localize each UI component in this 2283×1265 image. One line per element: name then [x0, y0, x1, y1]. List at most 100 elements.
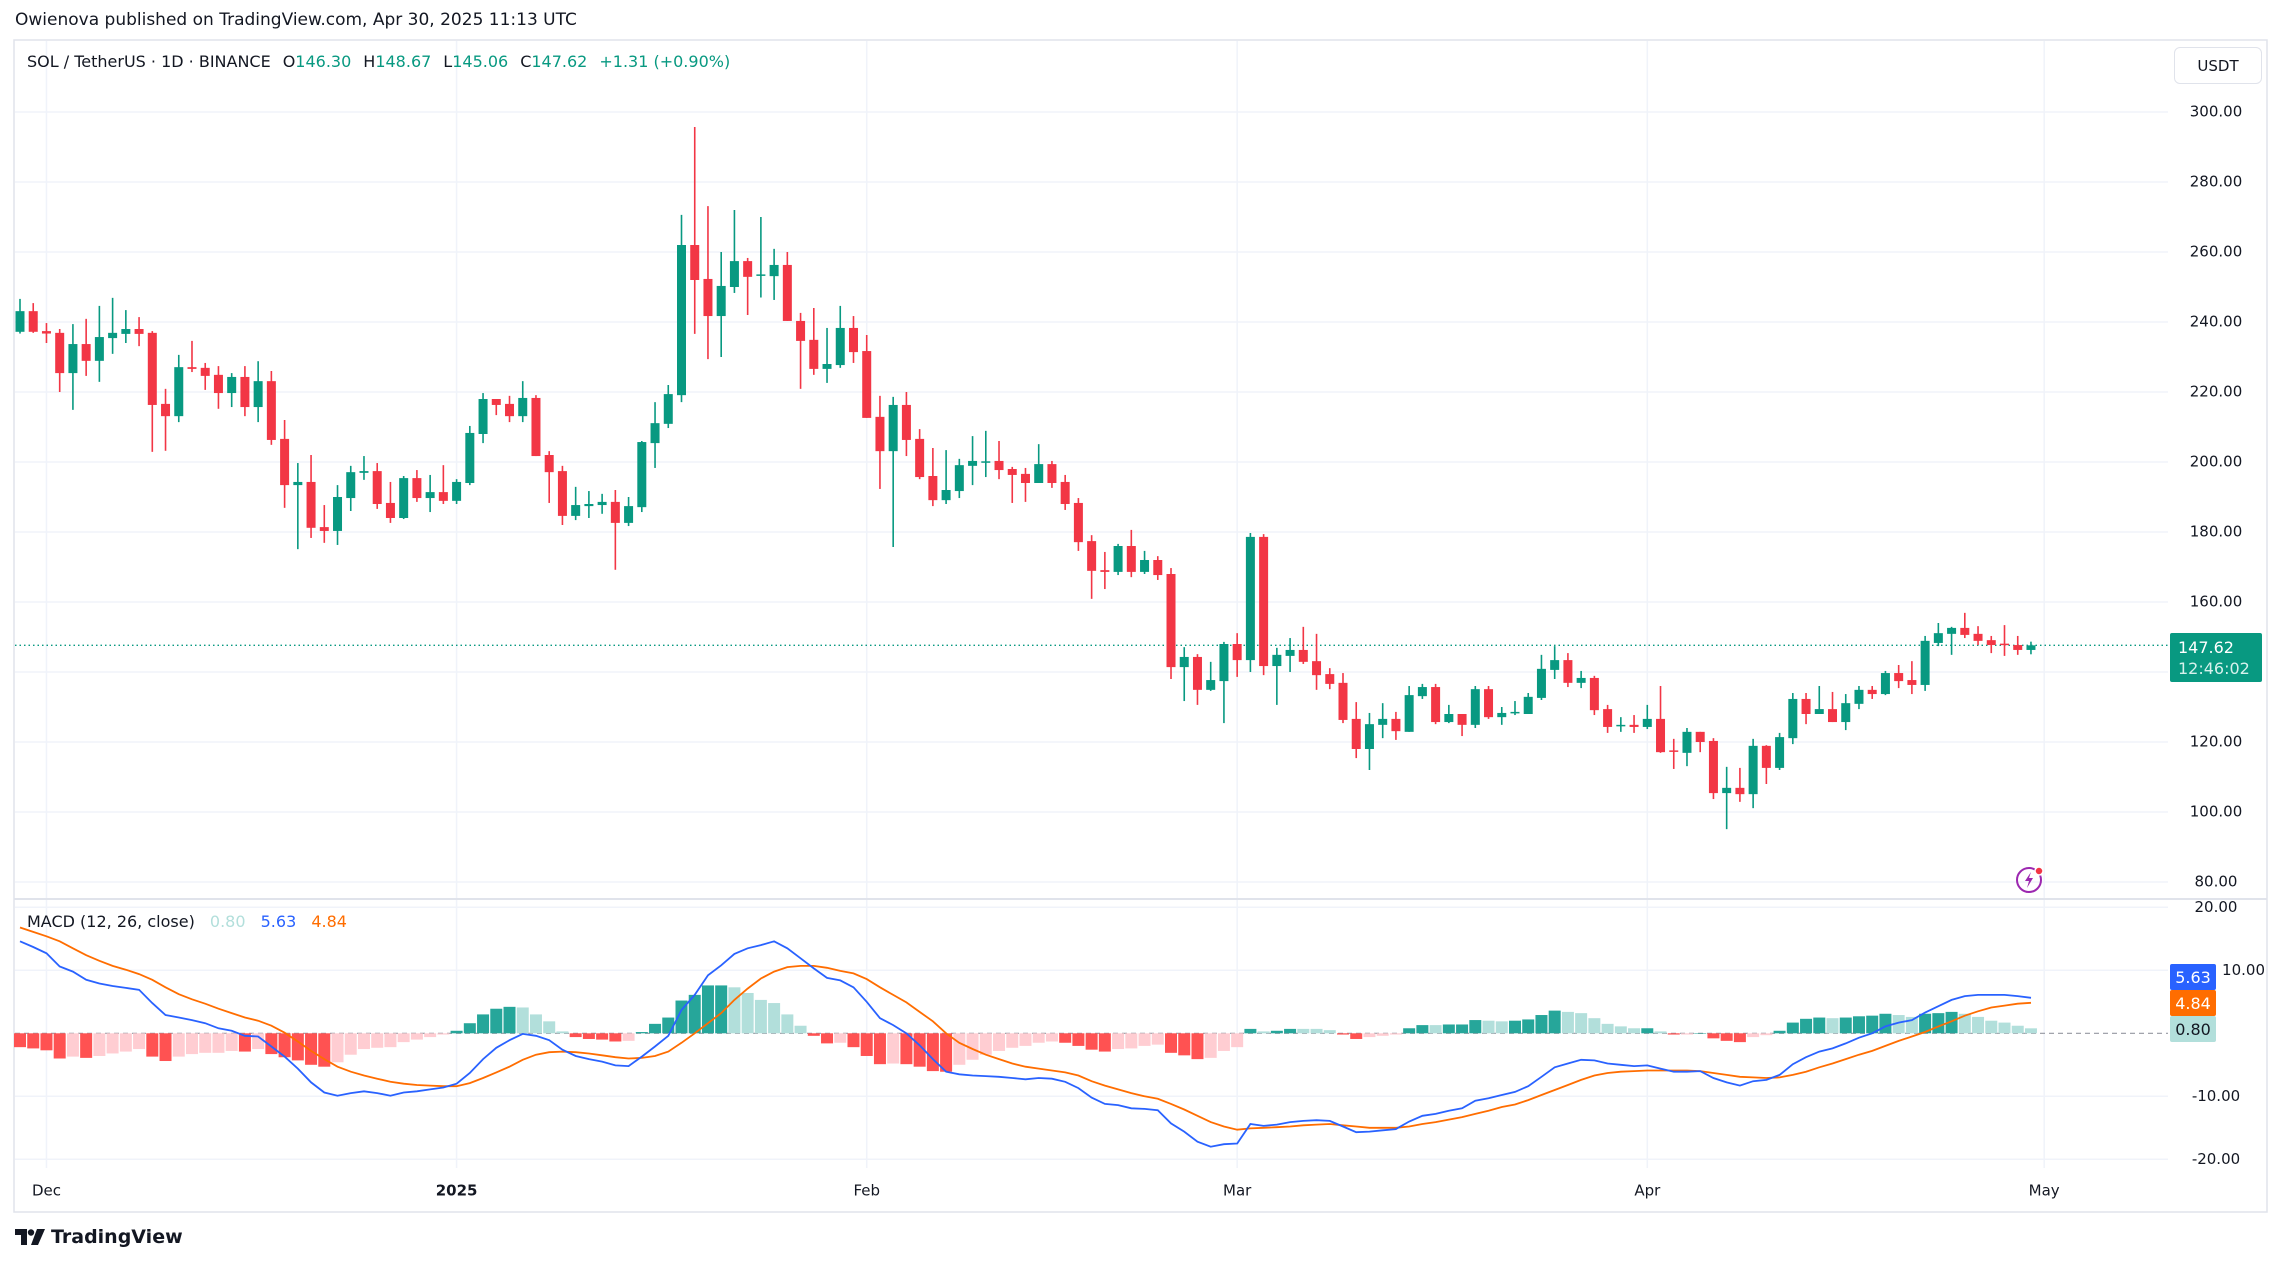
candle	[1259, 534, 1269, 676]
price-tick-label: 300.00	[2190, 103, 2243, 121]
candle-body	[1841, 703, 1851, 723]
histogram-bar	[1032, 1033, 1045, 1043]
histogram-bar	[1972, 1016, 1985, 1034]
candle-body	[1272, 654, 1282, 667]
macd-tick-label: 10.00	[2222, 961, 2265, 979]
candle	[1298, 626, 1308, 664]
tradingview-footer[interactable]: TradingView	[15, 1226, 183, 1248]
candle-body	[809, 339, 819, 369]
symbol-title[interactable]: SOL / TetherUS · 1D · BINANCE	[27, 52, 271, 71]
histogram-bar	[146, 1033, 159, 1057]
histogram-bar	[1138, 1033, 1151, 1046]
candle	[544, 451, 554, 503]
candle-body	[1312, 661, 1322, 676]
price-axis[interactable]: 300.00 280.00 260.00 240.00 220.00 200.00 180.…	[2190, 103, 2243, 891]
candle-body	[518, 397, 528, 417]
macd-axis[interactable]: 20.00 10.00 -10.00 -20.00	[2192, 898, 2265, 1168]
candle	[1682, 728, 1692, 767]
candle	[1933, 623, 1943, 647]
candle	[399, 476, 409, 520]
histogram-bar	[1429, 1025, 1442, 1034]
candle-body	[1523, 696, 1533, 714]
candle	[333, 485, 343, 545]
price-tick-label: 200.00	[2190, 453, 2243, 471]
candle	[941, 450, 951, 504]
histogram-bar	[1403, 1028, 1416, 1034]
candle	[1417, 683, 1427, 699]
time-tick-label: Dec	[32, 1182, 61, 1200]
histogram-bar	[1707, 1033, 1720, 1039]
candle	[41, 323, 51, 343]
candle	[1669, 738, 1679, 769]
candle	[1986, 635, 1996, 654]
candle-body	[1087, 541, 1097, 571]
histogram-bar	[1958, 1013, 1971, 1034]
candle	[1444, 704, 1454, 724]
candle	[875, 395, 885, 489]
histogram-bar	[649, 1023, 662, 1034]
candle-body	[1378, 718, 1388, 725]
histogram-bar	[397, 1033, 410, 1043]
histogram-bar	[1508, 1020, 1521, 1034]
candle-body	[1034, 464, 1044, 483]
candle-body	[1933, 633, 1943, 643]
macd-axis-label: 5.63	[2170, 964, 2216, 990]
candle-body	[690, 245, 700, 280]
price-tick-label: 280.00	[2190, 173, 2243, 191]
candle-body	[1470, 689, 1480, 725]
histogram-bar	[662, 1017, 675, 1034]
histogram-bar	[993, 1033, 1006, 1051]
candle-body	[928, 476, 938, 501]
candle-body	[227, 376, 237, 394]
histogram-bar	[1535, 1015, 1548, 1034]
candle	[412, 470, 422, 502]
candle	[1629, 715, 1639, 733]
macd-title[interactable]: MACD (12, 26, close)	[27, 912, 195, 931]
candle	[1735, 767, 1745, 802]
candle	[147, 331, 157, 452]
histogram-bar	[873, 1033, 886, 1065]
candle-body	[359, 471, 369, 473]
histogram-bar	[1376, 1033, 1389, 1036]
histogram-bar	[1866, 1015, 1879, 1034]
candle	[1907, 661, 1917, 695]
candle-body	[888, 404, 898, 452]
histogram-bar	[1442, 1024, 1455, 1034]
candle	[835, 305, 845, 368]
candle	[1880, 670, 1890, 696]
histogram-bar	[1522, 1019, 1535, 1034]
candle	[1947, 626, 1957, 655]
candle	[2013, 635, 2023, 655]
indicator-lightning-icon[interactable]	[2014, 863, 2046, 895]
candle-body	[81, 344, 91, 361]
candle	[1404, 686, 1414, 732]
candle-body	[213, 374, 223, 394]
candle-body	[505, 403, 515, 417]
candle	[213, 366, 223, 409]
candle	[862, 334, 872, 418]
candle-body	[319, 527, 329, 531]
candle	[1695, 731, 1705, 753]
histogram-bar	[596, 1033, 609, 1040]
candle	[174, 354, 184, 423]
candle	[1973, 626, 1983, 646]
candle-body	[121, 329, 131, 334]
candle	[888, 396, 898, 548]
candle	[359, 456, 369, 480]
candle-body	[161, 403, 171, 417]
candle	[1536, 654, 1546, 700]
candle	[1470, 686, 1480, 728]
currency-button[interactable]: USDT	[2174, 47, 2262, 84]
candle	[187, 340, 197, 373]
time-axis[interactable]: Dec 2025 Feb Mar Apr May	[32, 1182, 2060, 1200]
candle-body	[1510, 711, 1520, 714]
time-tick-label: May	[2029, 1182, 2060, 1200]
macd-legend[interactable]: MACD (12, 26, close) 0.80 5.63 4.84	[27, 912, 357, 931]
histogram-bar	[754, 999, 767, 1034]
published-caption: Owienova published on TradingView.com, A…	[15, 10, 577, 30]
histogram-bar	[133, 1033, 146, 1050]
histogram-bar	[1614, 1026, 1627, 1034]
histogram-bar	[66, 1033, 79, 1057]
